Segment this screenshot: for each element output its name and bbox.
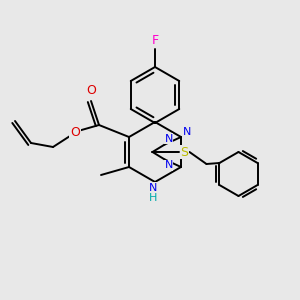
Text: O: O [70, 127, 80, 140]
Text: N: N [183, 127, 191, 137]
Text: H: H [149, 193, 157, 203]
Text: N: N [164, 160, 173, 170]
Text: O: O [86, 85, 96, 98]
Text: F: F [152, 34, 159, 47]
Text: N: N [164, 134, 173, 143]
Text: S: S [181, 146, 188, 158]
Text: N: N [149, 183, 157, 193]
